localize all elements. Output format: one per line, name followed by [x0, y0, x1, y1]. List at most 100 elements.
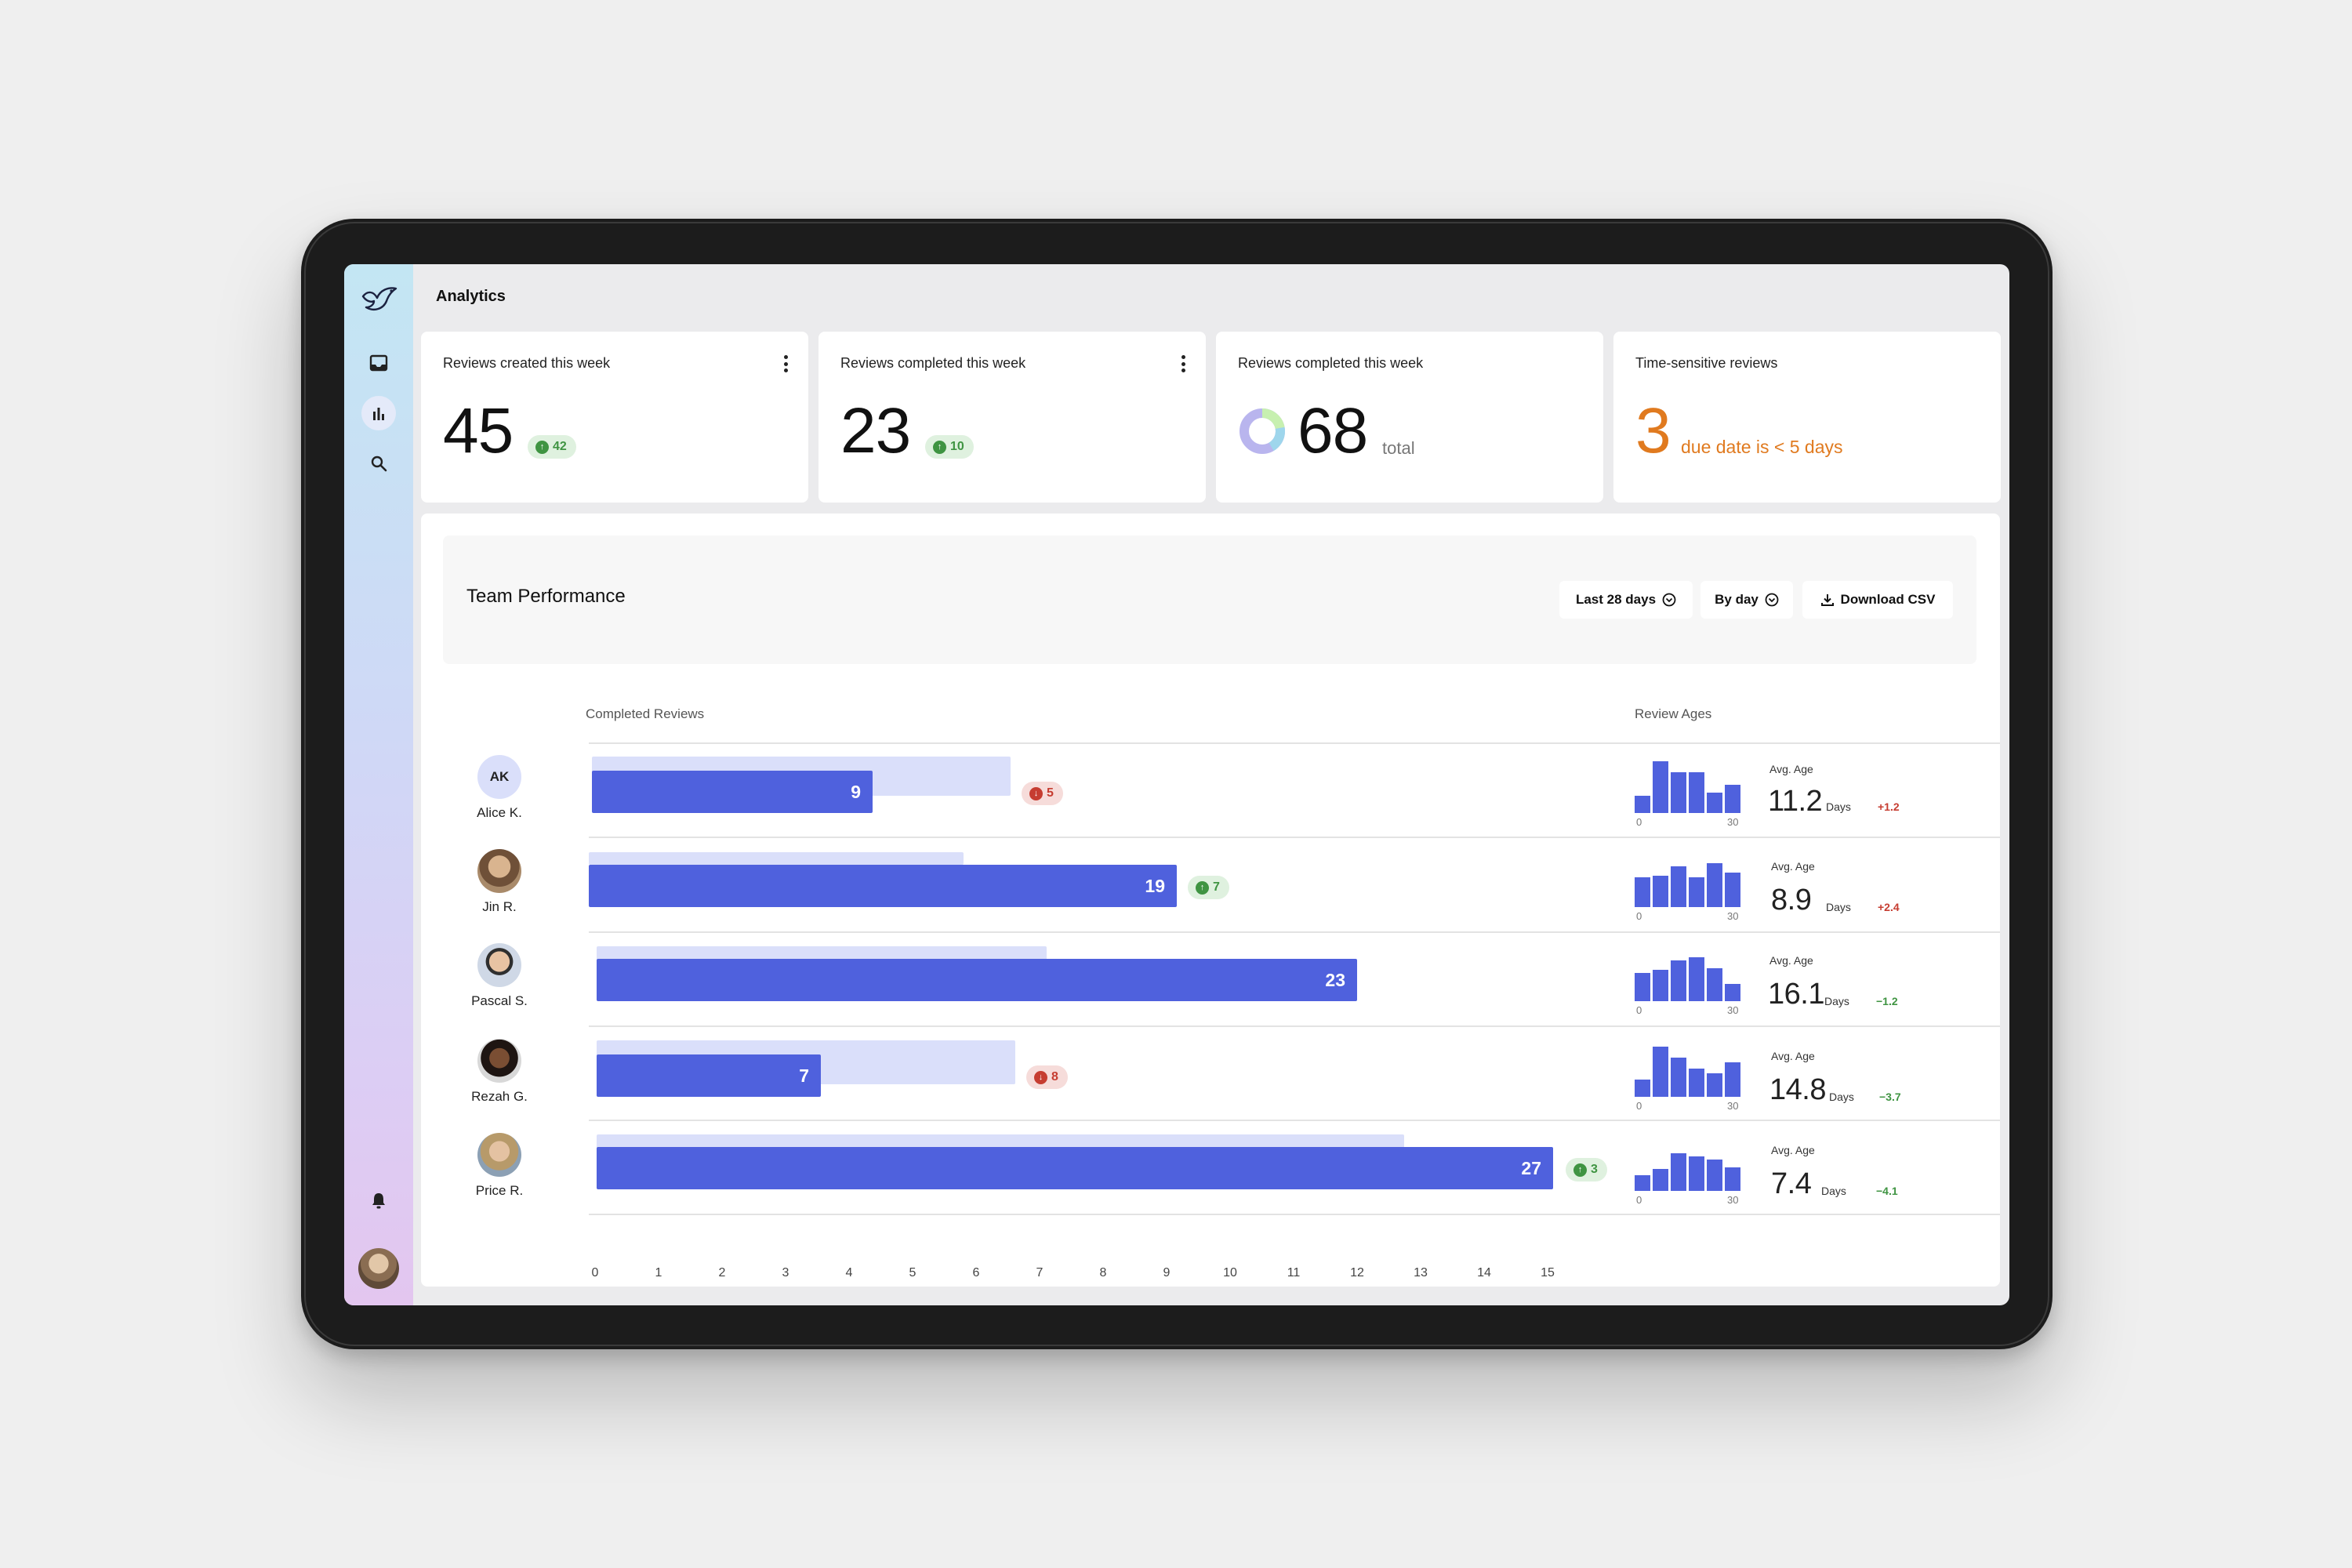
- age-histogram: [1635, 946, 1741, 1001]
- more-menu-icon[interactable]: [783, 355, 788, 372]
- trend-value: 10: [950, 440, 964, 453]
- trend-badge-up: ↑ 7: [1188, 876, 1229, 899]
- card-title: Time-sensitive reviews: [1635, 355, 1778, 371]
- app-screen: Analytics Reviews created this week 45 ↑…: [344, 264, 2009, 1305]
- trend-value: 42: [553, 440, 567, 453]
- avg-age-label: Avg. Age: [1771, 1144, 1815, 1156]
- axis-tick: 2: [718, 1266, 726, 1279]
- row-divider: [589, 1120, 2000, 1121]
- axis-tick: 14: [1477, 1266, 1491, 1279]
- completed-bar[interactable]: 23: [597, 959, 1357, 1001]
- trend-badge-up: ↑ 3: [1566, 1158, 1607, 1181]
- axis-tick: 0: [591, 1266, 599, 1279]
- avg-age-value: 7.4: [1771, 1167, 1812, 1200]
- histogram-max: 30: [1727, 1004, 1739, 1016]
- panel-title: Team Performance: [466, 586, 626, 607]
- axis-tick: 15: [1541, 1266, 1555, 1279]
- avatar: [477, 1039, 521, 1083]
- user-avatar[interactable]: [358, 1248, 399, 1289]
- card-value: 23: [840, 395, 911, 466]
- avg-age-value: 8.9: [1771, 884, 1812, 916]
- histogram-min: 0: [1636, 1194, 1642, 1206]
- age-histogram: [1635, 1136, 1741, 1191]
- avatar: [477, 1133, 521, 1177]
- arrow-up-icon: ↑: [535, 440, 549, 454]
- team-member-rezah[interactable]: Rezah G.: [452, 1039, 546, 1105]
- axis-tick: 6: [972, 1266, 980, 1279]
- member-name: Jin R.: [482, 899, 517, 914]
- trend-value: 8: [1051, 1070, 1058, 1083]
- axis-tick: 7: [1036, 1266, 1044, 1279]
- trend-badge-up: ↑ 10: [925, 435, 974, 459]
- avg-age-value: 16.1: [1768, 978, 1824, 1011]
- team-member-price[interactable]: Price R.: [452, 1133, 546, 1199]
- arrow-down-icon: ↓: [1029, 786, 1043, 800]
- avg-age-unit: Days: [1826, 901, 1851, 913]
- avg-age-unit: Days: [1824, 995, 1849, 1007]
- age-histogram: [1635, 758, 1741, 813]
- team-member-alice[interactable]: AK Alice K.: [452, 755, 546, 821]
- completed-bar[interactable]: 19: [589, 865, 1177, 907]
- axis-tick: 4: [845, 1266, 853, 1279]
- histogram-min: 0: [1636, 816, 1642, 828]
- team-member-pascal[interactable]: Pascal S.: [452, 943, 546, 1009]
- card-value: 3: [1635, 395, 1671, 466]
- team-member-jin[interactable]: Jin R.: [452, 849, 546, 915]
- row-divider: [589, 837, 2000, 838]
- completed-bar[interactable]: 9: [592, 771, 873, 813]
- chevron-down-icon: [1765, 593, 1779, 607]
- tablet-frame: Analytics Reviews created this week 45 ↑…: [301, 219, 2053, 1349]
- axis-tick: 8: [1099, 1266, 1107, 1279]
- avg-age-change: −4.1: [1876, 1185, 1898, 1197]
- arrow-up-icon: ↑: [1573, 1163, 1587, 1177]
- histogram-min: 0: [1636, 910, 1642, 922]
- arrow-down-icon: ↓: [1034, 1070, 1047, 1084]
- member-name: Price R.: [475, 1183, 524, 1198]
- range-select[interactable]: Last 28 days: [1559, 581, 1693, 619]
- trend-badge-down: ↓ 8: [1026, 1065, 1068, 1089]
- team-performance-panel: Team Performance Last 28 days By day Dow…: [421, 514, 2000, 1287]
- previous-period-bar: [597, 1134, 1404, 1149]
- bar-chart-icon[interactable]: [361, 396, 396, 430]
- avg-age-change: −3.7: [1879, 1091, 1901, 1103]
- donut-chart-icon: [1240, 408, 1285, 454]
- avg-age-label: Avg. Age: [1769, 763, 1813, 775]
- axis-tick: 12: [1350, 1266, 1364, 1279]
- axis-tick: 11: [1287, 1266, 1301, 1279]
- card-title: Reviews completed this week: [840, 355, 1026, 371]
- avg-age-value: 11.2: [1768, 785, 1823, 818]
- more-menu-icon[interactable]: [1181, 355, 1185, 372]
- histogram-max: 30: [1727, 816, 1739, 828]
- axis-tick: 9: [1163, 1266, 1171, 1279]
- trend-value: 3: [1591, 1163, 1598, 1176]
- row-divider: [589, 1025, 2000, 1027]
- histogram-max: 30: [1727, 1194, 1739, 1206]
- axis-tick: 1: [655, 1266, 662, 1279]
- avg-age-label: Avg. Age: [1769, 954, 1813, 967]
- kpi-card-completed: Reviews completed this week 23 ↑ 10: [818, 332, 1206, 503]
- review-ages-label: Review Ages: [1635, 706, 1712, 721]
- completed-bar[interactable]: 27: [597, 1147, 1553, 1189]
- inbox-icon[interactable]: [361, 346, 396, 380]
- search-icon[interactable]: [361, 446, 396, 481]
- card-suffix: total: [1382, 438, 1415, 458]
- avatar: [477, 943, 521, 987]
- trend-value: 5: [1047, 786, 1054, 800]
- kpi-card-total: Reviews completed this week 68 total: [1216, 332, 1603, 503]
- card-title: Reviews completed this week: [1238, 355, 1424, 371]
- download-icon: [1820, 594, 1834, 606]
- card-value: 45: [443, 395, 514, 466]
- completed-reviews-label: Completed Reviews: [586, 706, 705, 721]
- histogram-max: 30: [1727, 1100, 1739, 1112]
- bell-icon[interactable]: [361, 1183, 396, 1218]
- bird-logo-icon[interactable]: [358, 278, 401, 321]
- completed-bar[interactable]: 7: [597, 1054, 821, 1097]
- trend-badge-up: ↑ 42: [528, 435, 576, 459]
- trend-badge-down: ↓ 5: [1022, 782, 1063, 805]
- download-label: Download CSV: [1840, 592, 1936, 607]
- member-name: Rezah G.: [471, 1089, 528, 1104]
- axis-tick: 5: [909, 1266, 916, 1279]
- group-label: By day: [1715, 592, 1759, 607]
- group-select[interactable]: By day: [1700, 581, 1793, 619]
- download-csv-button[interactable]: Download CSV: [1802, 581, 1953, 619]
